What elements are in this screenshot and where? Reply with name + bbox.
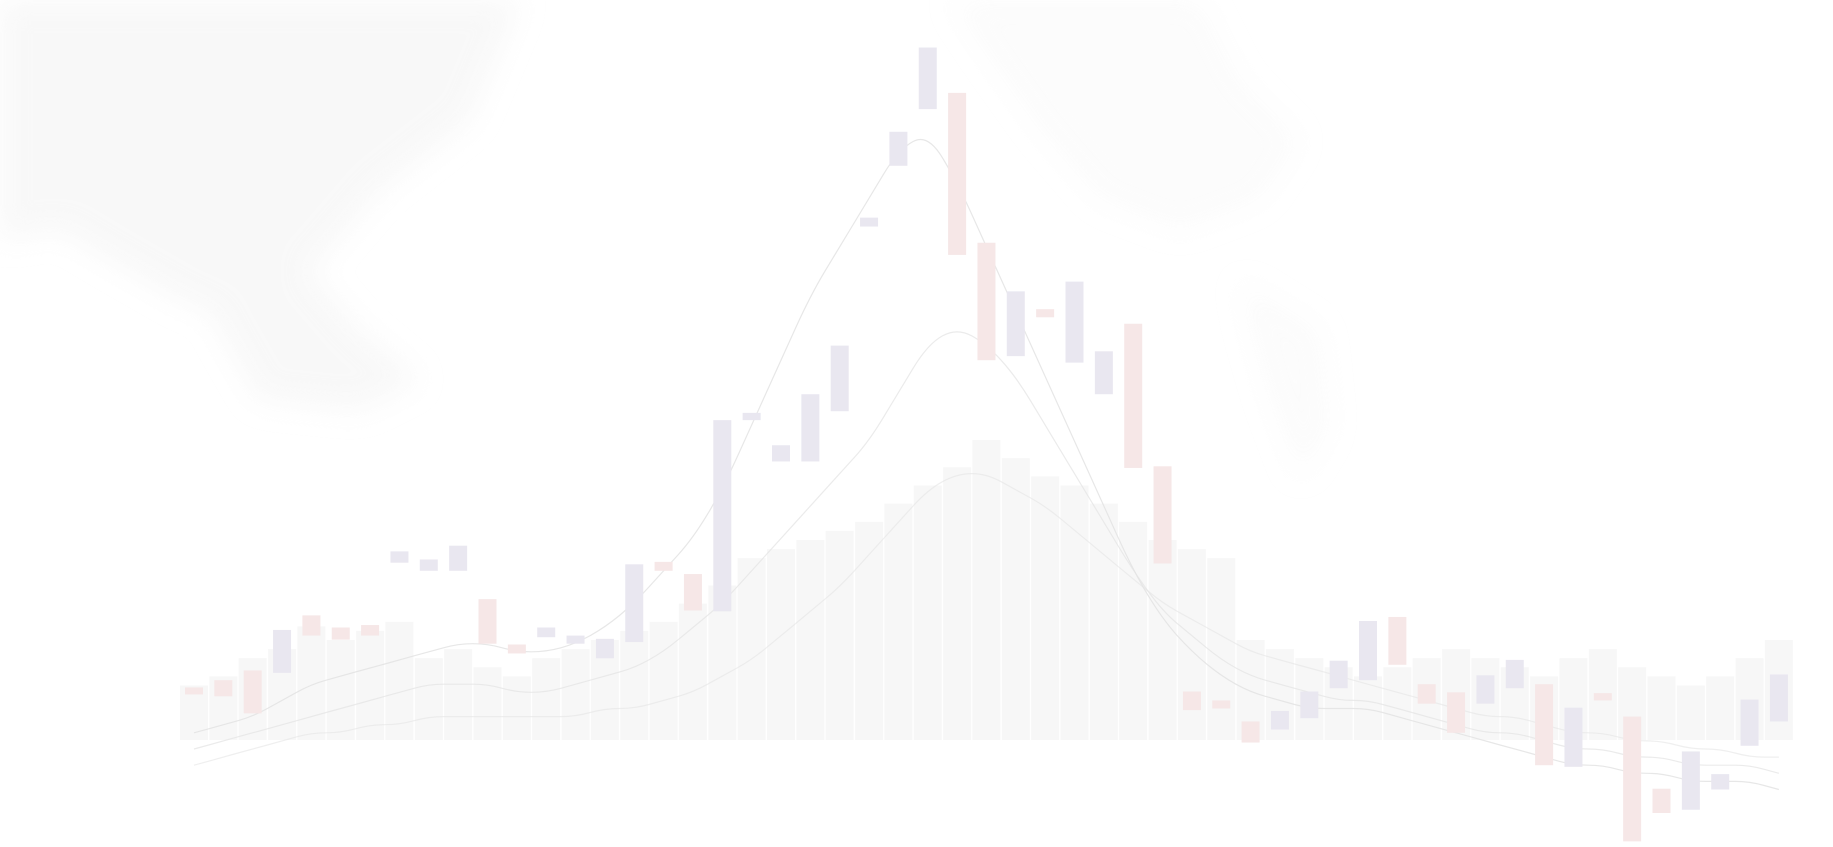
- candle-down: [478, 599, 497, 644]
- candle-up: [918, 47, 937, 110]
- volume-bar: [1676, 685, 1705, 740]
- candle-up: [860, 217, 879, 227]
- candle-up: [742, 412, 761, 421]
- volume-bar: [1031, 476, 1060, 740]
- volume-bar: [532, 658, 561, 740]
- volume-bar: [972, 440, 1001, 740]
- volume-bar: [1706, 676, 1735, 740]
- volume-bar: [737, 558, 766, 740]
- candle-up: [801, 394, 820, 462]
- volume-bar: [180, 685, 208, 740]
- candle-down: [1036, 309, 1055, 318]
- candle-down: [1212, 700, 1231, 709]
- volume-bar: [444, 649, 473, 740]
- candle-up: [595, 638, 614, 659]
- candle-down: [1388, 616, 1407, 665]
- candle-up: [1006, 291, 1025, 357]
- volume-bar: [561, 649, 590, 740]
- candle-up: [1476, 675, 1495, 704]
- volume-bar: [1060, 485, 1089, 740]
- candles: [185, 47, 1788, 842]
- volume-bar: [884, 503, 913, 740]
- candle-down: [243, 670, 262, 714]
- moving-average-lines: [193, 138, 1780, 791]
- candle-up: [1564, 707, 1583, 767]
- volume-bar: [796, 540, 825, 740]
- candle-up: [537, 627, 556, 638]
- candle-down: [977, 242, 996, 361]
- candle-up: [889, 131, 908, 166]
- moving-average-line: [193, 138, 1780, 791]
- candle-up: [1300, 691, 1319, 719]
- candle-down: [1623, 716, 1642, 842]
- candle-up: [1065, 281, 1084, 363]
- candle-up: [419, 559, 438, 571]
- candle-up: [1505, 659, 1524, 689]
- candle-up: [830, 345, 849, 412]
- candle-down: [1447, 692, 1466, 733]
- volume-bar: [502, 676, 531, 740]
- volume-bar: [1148, 540, 1177, 740]
- volume-bar: [1001, 458, 1030, 740]
- volume-bar: [385, 621, 414, 740]
- volume-bar: [473, 667, 502, 740]
- candle-up: [772, 445, 790, 462]
- volume-bar: [414, 658, 443, 740]
- moving-average-line: [193, 331, 1780, 774]
- candle-down: [1124, 323, 1143, 468]
- candle-down: [507, 644, 526, 654]
- volume-bar: [356, 630, 385, 740]
- volume-bar: [1119, 521, 1148, 740]
- candle-down: [185, 687, 203, 695]
- candle-down: [1593, 693, 1612, 701]
- candle-down: [683, 574, 702, 611]
- volume-bar: [649, 621, 678, 740]
- candle-up: [566, 635, 585, 644]
- volume-bar: [855, 521, 884, 740]
- volume-bar: [1207, 558, 1236, 740]
- candle-up: [1094, 351, 1113, 395]
- candle-down: [1652, 788, 1671, 813]
- candle-up: [1769, 674, 1788, 722]
- candle-up: [449, 545, 468, 571]
- volume-bar: [1177, 549, 1206, 740]
- candle-down: [654, 561, 673, 571]
- volume-bar: [1089, 503, 1118, 740]
- volume-bar: [913, 485, 942, 740]
- candle-up: [273, 629, 292, 673]
- candle-down: [1153, 466, 1172, 564]
- volume-bar: [297, 626, 326, 740]
- candle-down: [361, 625, 380, 636]
- candle-up: [1270, 710, 1289, 730]
- candle-up: [625, 564, 644, 643]
- candle-down: [1417, 684, 1436, 704]
- candle-down: [302, 615, 321, 636]
- candle-down: [331, 627, 350, 640]
- candle-up: [713, 420, 732, 612]
- volume-bar: [678, 603, 707, 740]
- candle-up: [1329, 660, 1348, 689]
- volume-bar: [825, 530, 854, 740]
- candle-down: [1535, 684, 1554, 766]
- candle-up: [1681, 751, 1700, 810]
- volume-bar: [620, 630, 649, 740]
- candle-down: [1241, 721, 1260, 743]
- volume-bar: [767, 549, 795, 740]
- volume-bar: [1647, 676, 1676, 740]
- moving-average-line: [193, 472, 1779, 766]
- candle-down: [1182, 691, 1201, 711]
- volume-bar: [326, 640, 355, 740]
- candle-up: [1711, 774, 1730, 790]
- candle-down: [948, 92, 967, 255]
- candle-up: [1359, 621, 1377, 681]
- volume-bar: [1383, 667, 1412, 740]
- candle-down: [214, 680, 233, 697]
- candle-up: [1740, 699, 1759, 746]
- candle-up: [390, 551, 409, 563]
- volume-bar: [943, 467, 972, 740]
